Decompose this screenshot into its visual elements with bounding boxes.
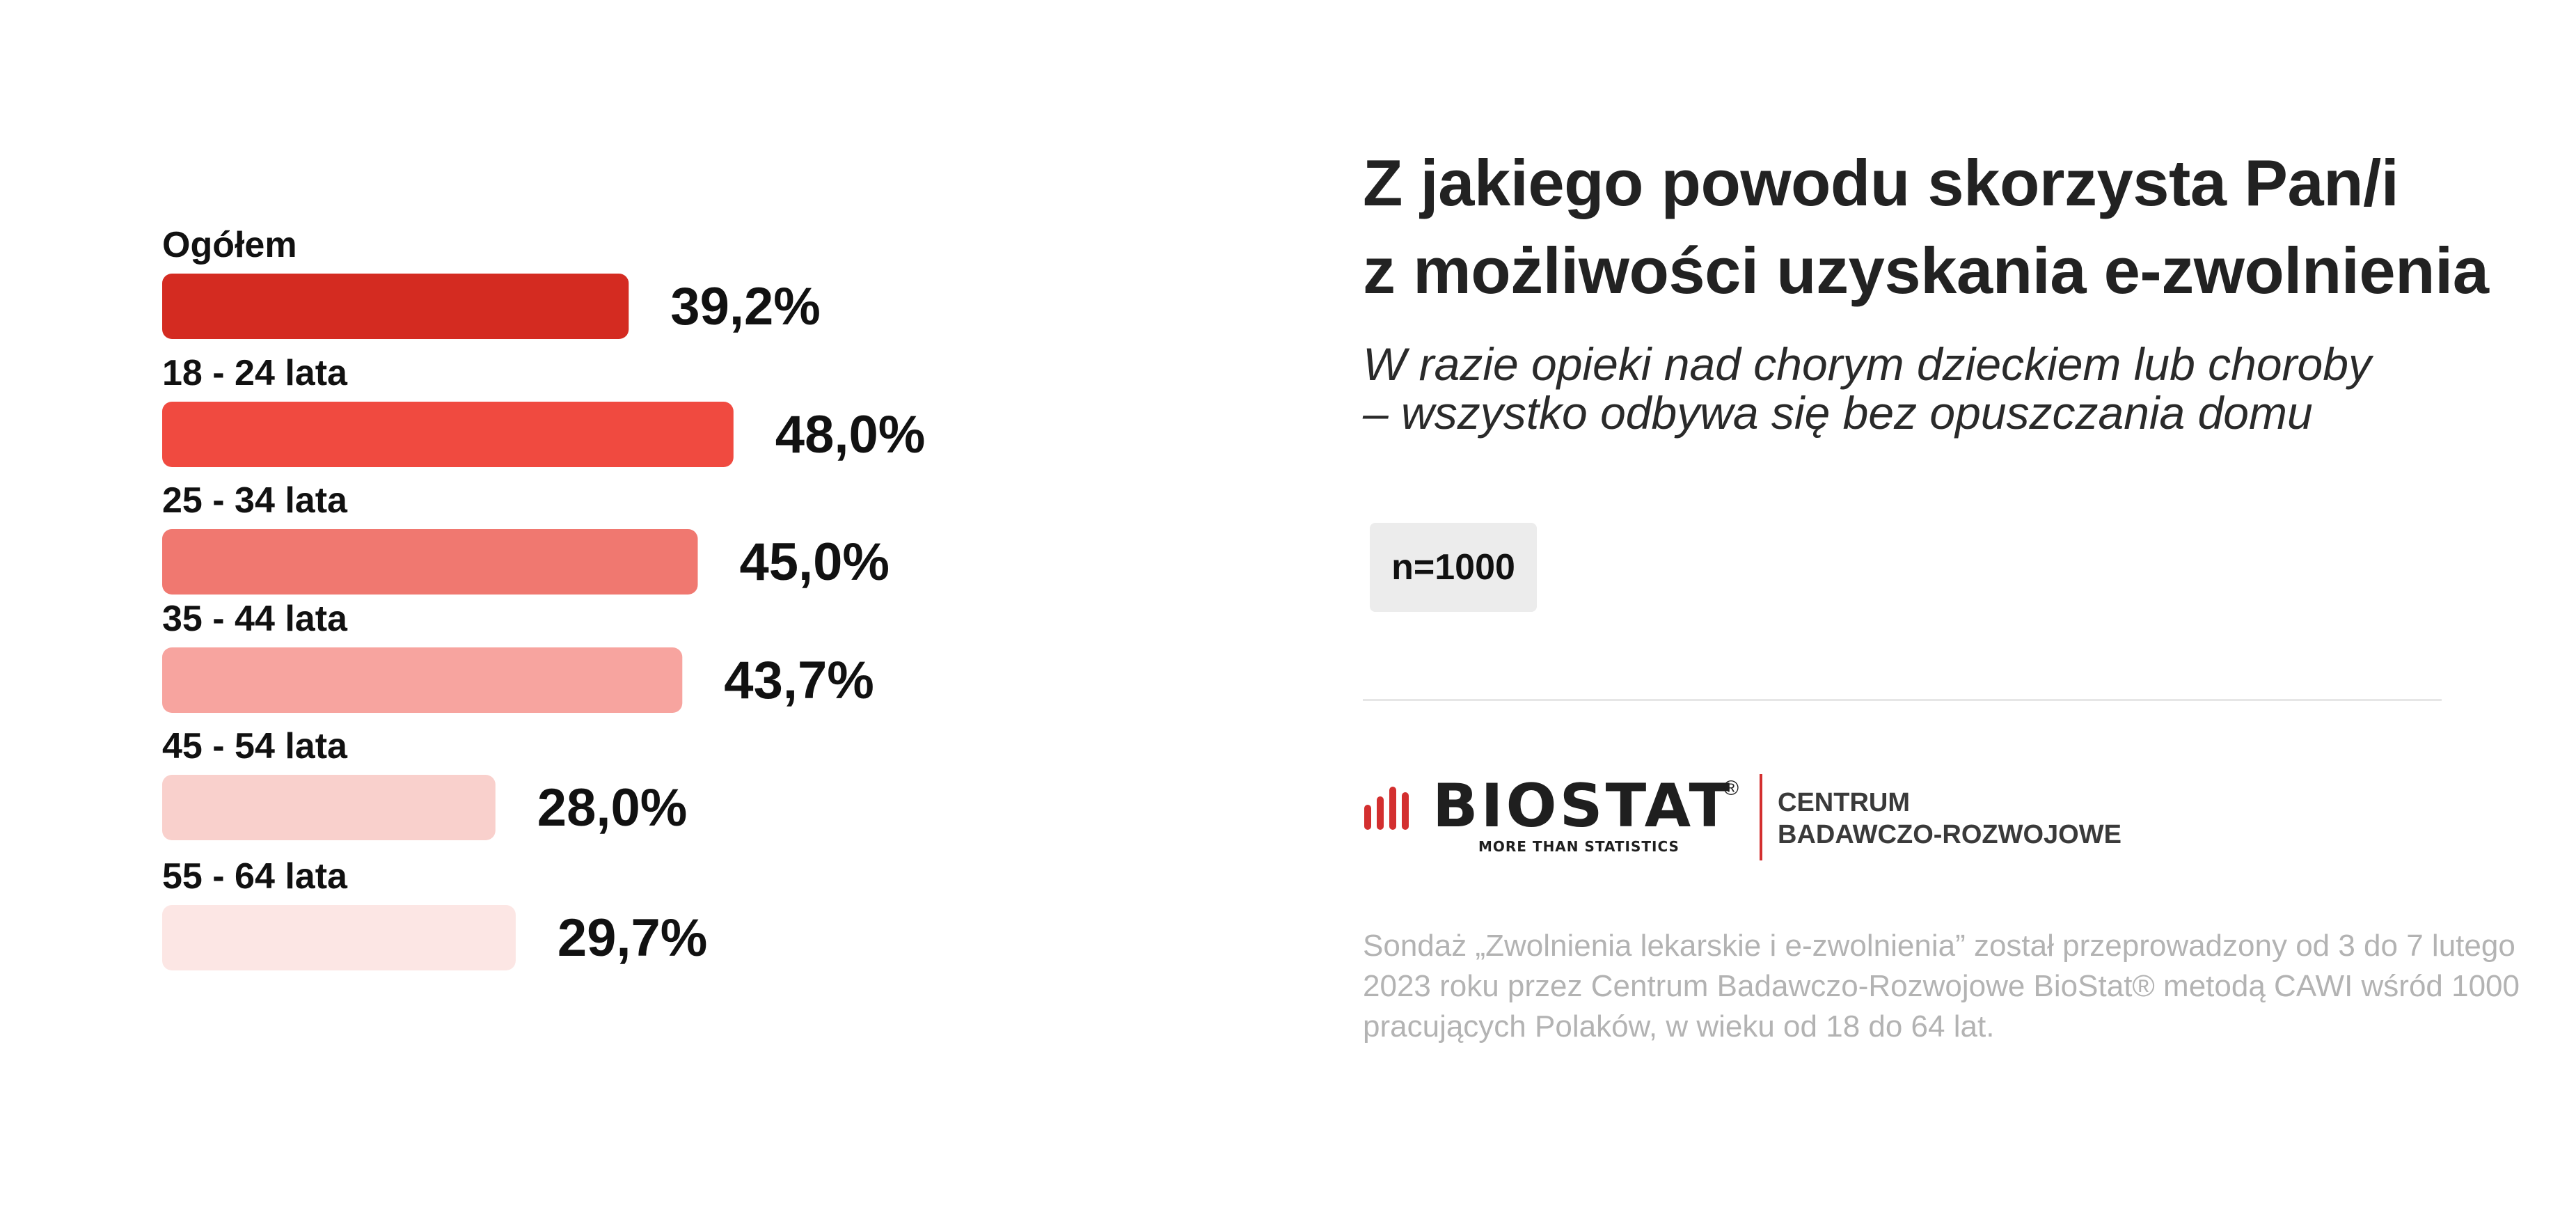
value-label: 39,2% [670, 277, 821, 336]
value-label: 48,0% [775, 405, 926, 464]
answer-subtitle: W razie opieki nad chorym dzieckiem lub … [1363, 340, 2511, 437]
bar [162, 647, 683, 713]
biostat-wordmark: BIOSTAT [1432, 771, 1733, 841]
value-label: 29,7% [558, 908, 708, 968]
title-line-2: z możliwości uzyskania e-zwolnienia [1363, 234, 2489, 307]
info-panel: Z jakiego powodu skorzysta Pan/i z możli… [1363, 0, 2546, 1228]
subtitle-line-1: W razie opieki nad chorym dzieckiem lub … [1363, 338, 2371, 390]
subtitle-line-2: – wszystko odbywa się bez opuszczania do… [1363, 387, 2313, 439]
category-label: 35 - 44 lata [162, 599, 348, 639]
registered-mark: ® [1723, 777, 1739, 800]
survey-footnote: Sondaż „Zwolnienia lekarskie i e-zwolnie… [1363, 926, 2539, 1047]
logo-tagline: MORE THAN STATISTICS [1478, 838, 1680, 855]
value-label: 43,7% [724, 651, 874, 710]
page-title: Z jakiego powodu skorzysta Pan/i z możli… [1363, 139, 2511, 315]
signal-bars-icon [1364, 787, 1409, 830]
bar-chart-panel: Ogółem 39,2% 18 - 24 lata 48,0% 25 - 34 lata… [162, 225, 926, 970]
bar [162, 402, 734, 467]
biostat-logo: BIOSTAT ® MORE THAN STATISTICS CENTRUM B… [1363, 771, 2198, 860]
bar [162, 905, 516, 970]
logo-separator [1760, 774, 1762, 860]
category-label: 45 - 54 lata [162, 726, 348, 766]
bar [162, 775, 496, 840]
sample-size-badge: n=1000 [1370, 523, 1537, 612]
centrum-line-2: BADAWCZO-ROZWOJOWE [1778, 820, 2121, 849]
footnote-line-3: pracujących Polaków, w wieku od 18 do 64… [1363, 1009, 1995, 1044]
category-label: 55 - 64 lata [162, 856, 348, 897]
centrum-label: CENTRUM BADAWCZO-ROZWOJOWE [1778, 787, 2121, 851]
centrum-line-1: CENTRUM [1778, 788, 1910, 817]
footnote-line-1: Sondaż „Zwolnienia lekarskie i e-zwolnie… [1363, 929, 2515, 963]
category-label: 25 - 34 lata [162, 480, 348, 521]
category-label: 18 - 24 lata [162, 353, 348, 393]
title-line-1: Z jakiego powodu skorzysta Pan/i [1363, 146, 2399, 219]
footnote-line-2: 2023 roku przez Centrum Badawczo-Rozwojo… [1363, 969, 2520, 1003]
value-label: 28,0% [537, 778, 688, 837]
value-label: 45,0% [740, 533, 890, 592]
category-label: Ogółem [162, 225, 297, 265]
bar [162, 529, 698, 595]
bar [162, 274, 629, 339]
bar-chart: Ogółem 39,2% 18 - 24 lata 48,0% 25 - 34 lata… [162, 225, 926, 970]
divider [1363, 699, 2442, 701]
